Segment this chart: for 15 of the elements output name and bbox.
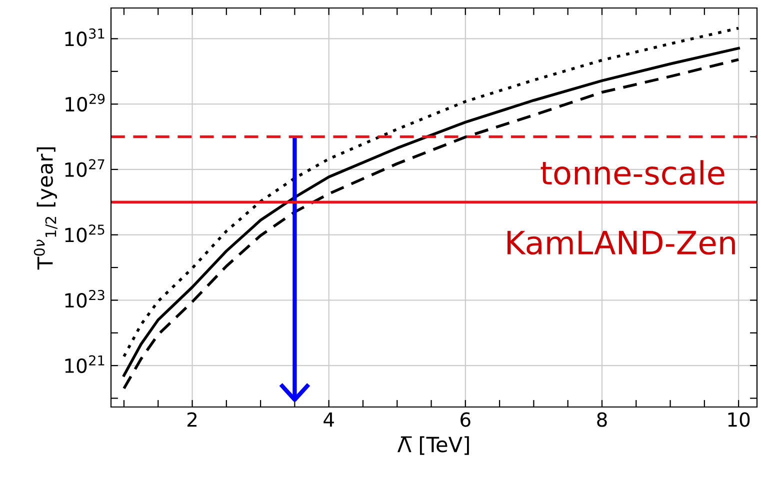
x-tick-label: 6 [460,412,470,427]
x-axis-title: Λ̅ [TeV] [397,436,469,455]
y-tick-label: 10$^{23}$ [65,290,104,308]
x-tick-label: 4 [324,412,334,427]
y-tick-label: 10$^{29}$ [66,94,105,112]
y-tick-label: 10$^{31}$ [65,28,104,46]
x-tick-label: 8 [597,412,607,427]
y-axis-title: T$^{0ν}$$_{1/2}$ [year] [34,147,58,270]
y-tick-label: 10$^{21}$ [65,355,104,374]
annotation: tonne-scale [540,160,724,185]
x-tick-label: 10 [728,412,750,427]
annotation: KamLAND-Zen [508,230,735,255]
x-tick-label: 2 [188,412,196,427]
y-tick-label: 10$^{27}$ [65,159,104,177]
y-tick-label: 10$^{25}$ [65,224,104,242]
